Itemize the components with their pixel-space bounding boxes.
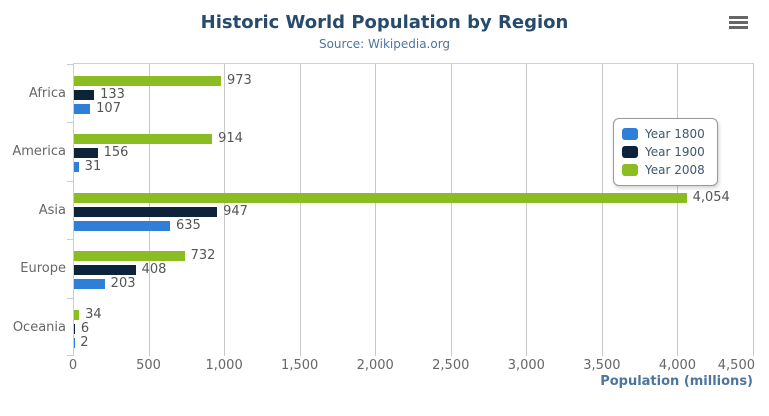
category-label-europe: Europe (20, 261, 66, 277)
bar-value-label: 4,054 (692, 189, 730, 205)
gridline (526, 64, 528, 356)
x-tick-label: 4,000 (658, 358, 697, 373)
bar-asia-year-1800[interactable] (74, 220, 170, 231)
legend-label: Year 2008 (645, 163, 705, 177)
legend-swatch-year-2008-icon (622, 164, 638, 176)
bar-europe-year-2008[interactable] (74, 251, 185, 262)
bar-value-label: 2 (80, 334, 89, 350)
plot-area: 973 133 107 914 156 31 4,054 947 635 732 408 203 34 6… (67, 63, 754, 356)
bar-value-label: 947 (223, 203, 248, 219)
x-tick-label: 2,500 (432, 358, 470, 373)
hamburger-icon (729, 26, 748, 29)
bar-america-year-1900[interactable] (74, 148, 98, 159)
bar-oceania-year-2008[interactable] (74, 309, 80, 320)
category-label-asia: Asia (38, 202, 66, 218)
gridline (753, 64, 754, 356)
y-axis-tick (67, 181, 73, 182)
gridline (601, 64, 603, 356)
chart-subtitle: Source: Wikipedia.org (318, 37, 451, 51)
legend-label: Year 1800 (645, 127, 705, 141)
bar-value-label: 31 (84, 159, 102, 175)
bar-value-label: 6 (80, 320, 90, 336)
legend-item-year-2008[interactable]: Year 2008 (622, 161, 705, 179)
legend-label: Year 1900 (645, 145, 705, 159)
legend-item-year-1800[interactable]: Year 1800 (622, 125, 705, 143)
bar-asia-year-2008[interactable] (74, 192, 687, 203)
x-axis-title: Population (millions) (600, 374, 753, 389)
bar-value-label: 156 (103, 145, 129, 161)
gridline (299, 64, 301, 356)
y-axis-tick (67, 239, 73, 240)
y-axis-tick (67, 355, 73, 356)
bar-value-label: 408 (141, 262, 167, 278)
category-label-oceania: Oceania (12, 319, 66, 335)
bar-europe-year-1900[interactable] (74, 265, 136, 276)
bar-oceania-year-1800[interactable] (74, 337, 75, 348)
bar-value-label: 732 (190, 248, 216, 264)
x-tick-label: 2,000 (356, 358, 394, 373)
bar-value-label: 107 (96, 101, 121, 116)
bar-america-year-1800[interactable] (74, 162, 79, 173)
gridline (224, 64, 226, 356)
hamburger-icon (729, 16, 748, 19)
y-axis-tick (67, 64, 73, 65)
gridline (677, 64, 679, 356)
x-tick-label: 500 (136, 358, 161, 373)
legend: Year 1800 Year 1900 Year 2008 (613, 118, 718, 186)
legend-swatch-year-1800-icon (622, 128, 638, 140)
x-tick-label: 4,500 (717, 358, 755, 373)
bar-value-label: 203 (110, 276, 136, 292)
bar-africa-year-1900[interactable] (74, 90, 95, 100)
y-axis-tick (67, 298, 73, 299)
x-tick-label: 3,500 (583, 358, 621, 373)
bar-value-label: 914 (218, 131, 243, 147)
category-label-africa: Africa (28, 86, 66, 101)
bar-value-label: 133 (100, 87, 125, 102)
gridline (375, 64, 377, 356)
legend-swatch-year-1900-icon (622, 146, 638, 158)
y-axis-tick (67, 122, 73, 123)
hamburger-icon (729, 21, 748, 24)
legend-item-year-1900[interactable]: Year 1900 (622, 143, 705, 161)
x-tick-label: 1,000 (205, 358, 243, 373)
category-label-america: America (12, 144, 66, 160)
x-tick-label: 3,000 (507, 358, 545, 373)
bar-value-label: 635 (175, 217, 201, 233)
bar-value-label: 973 (227, 73, 252, 88)
x-tick-label: 0 (68, 358, 78, 373)
bar-oceania-year-1900[interactable] (74, 323, 75, 334)
bar-europe-year-1800[interactable] (74, 279, 105, 290)
bar-africa-year-2008[interactable] (74, 76, 222, 86)
bar-asia-year-1900[interactable] (74, 206, 218, 217)
context-menu-button[interactable] (729, 16, 748, 29)
bar-africa-year-1800[interactable] (74, 104, 91, 114)
bar-america-year-2008[interactable] (74, 134, 213, 145)
bar-value-label: 34 (85, 306, 102, 322)
chart-title: Historic World Population by Region (200, 12, 569, 33)
gridline (450, 64, 452, 356)
x-tick-label: 1,500 (281, 358, 319, 373)
